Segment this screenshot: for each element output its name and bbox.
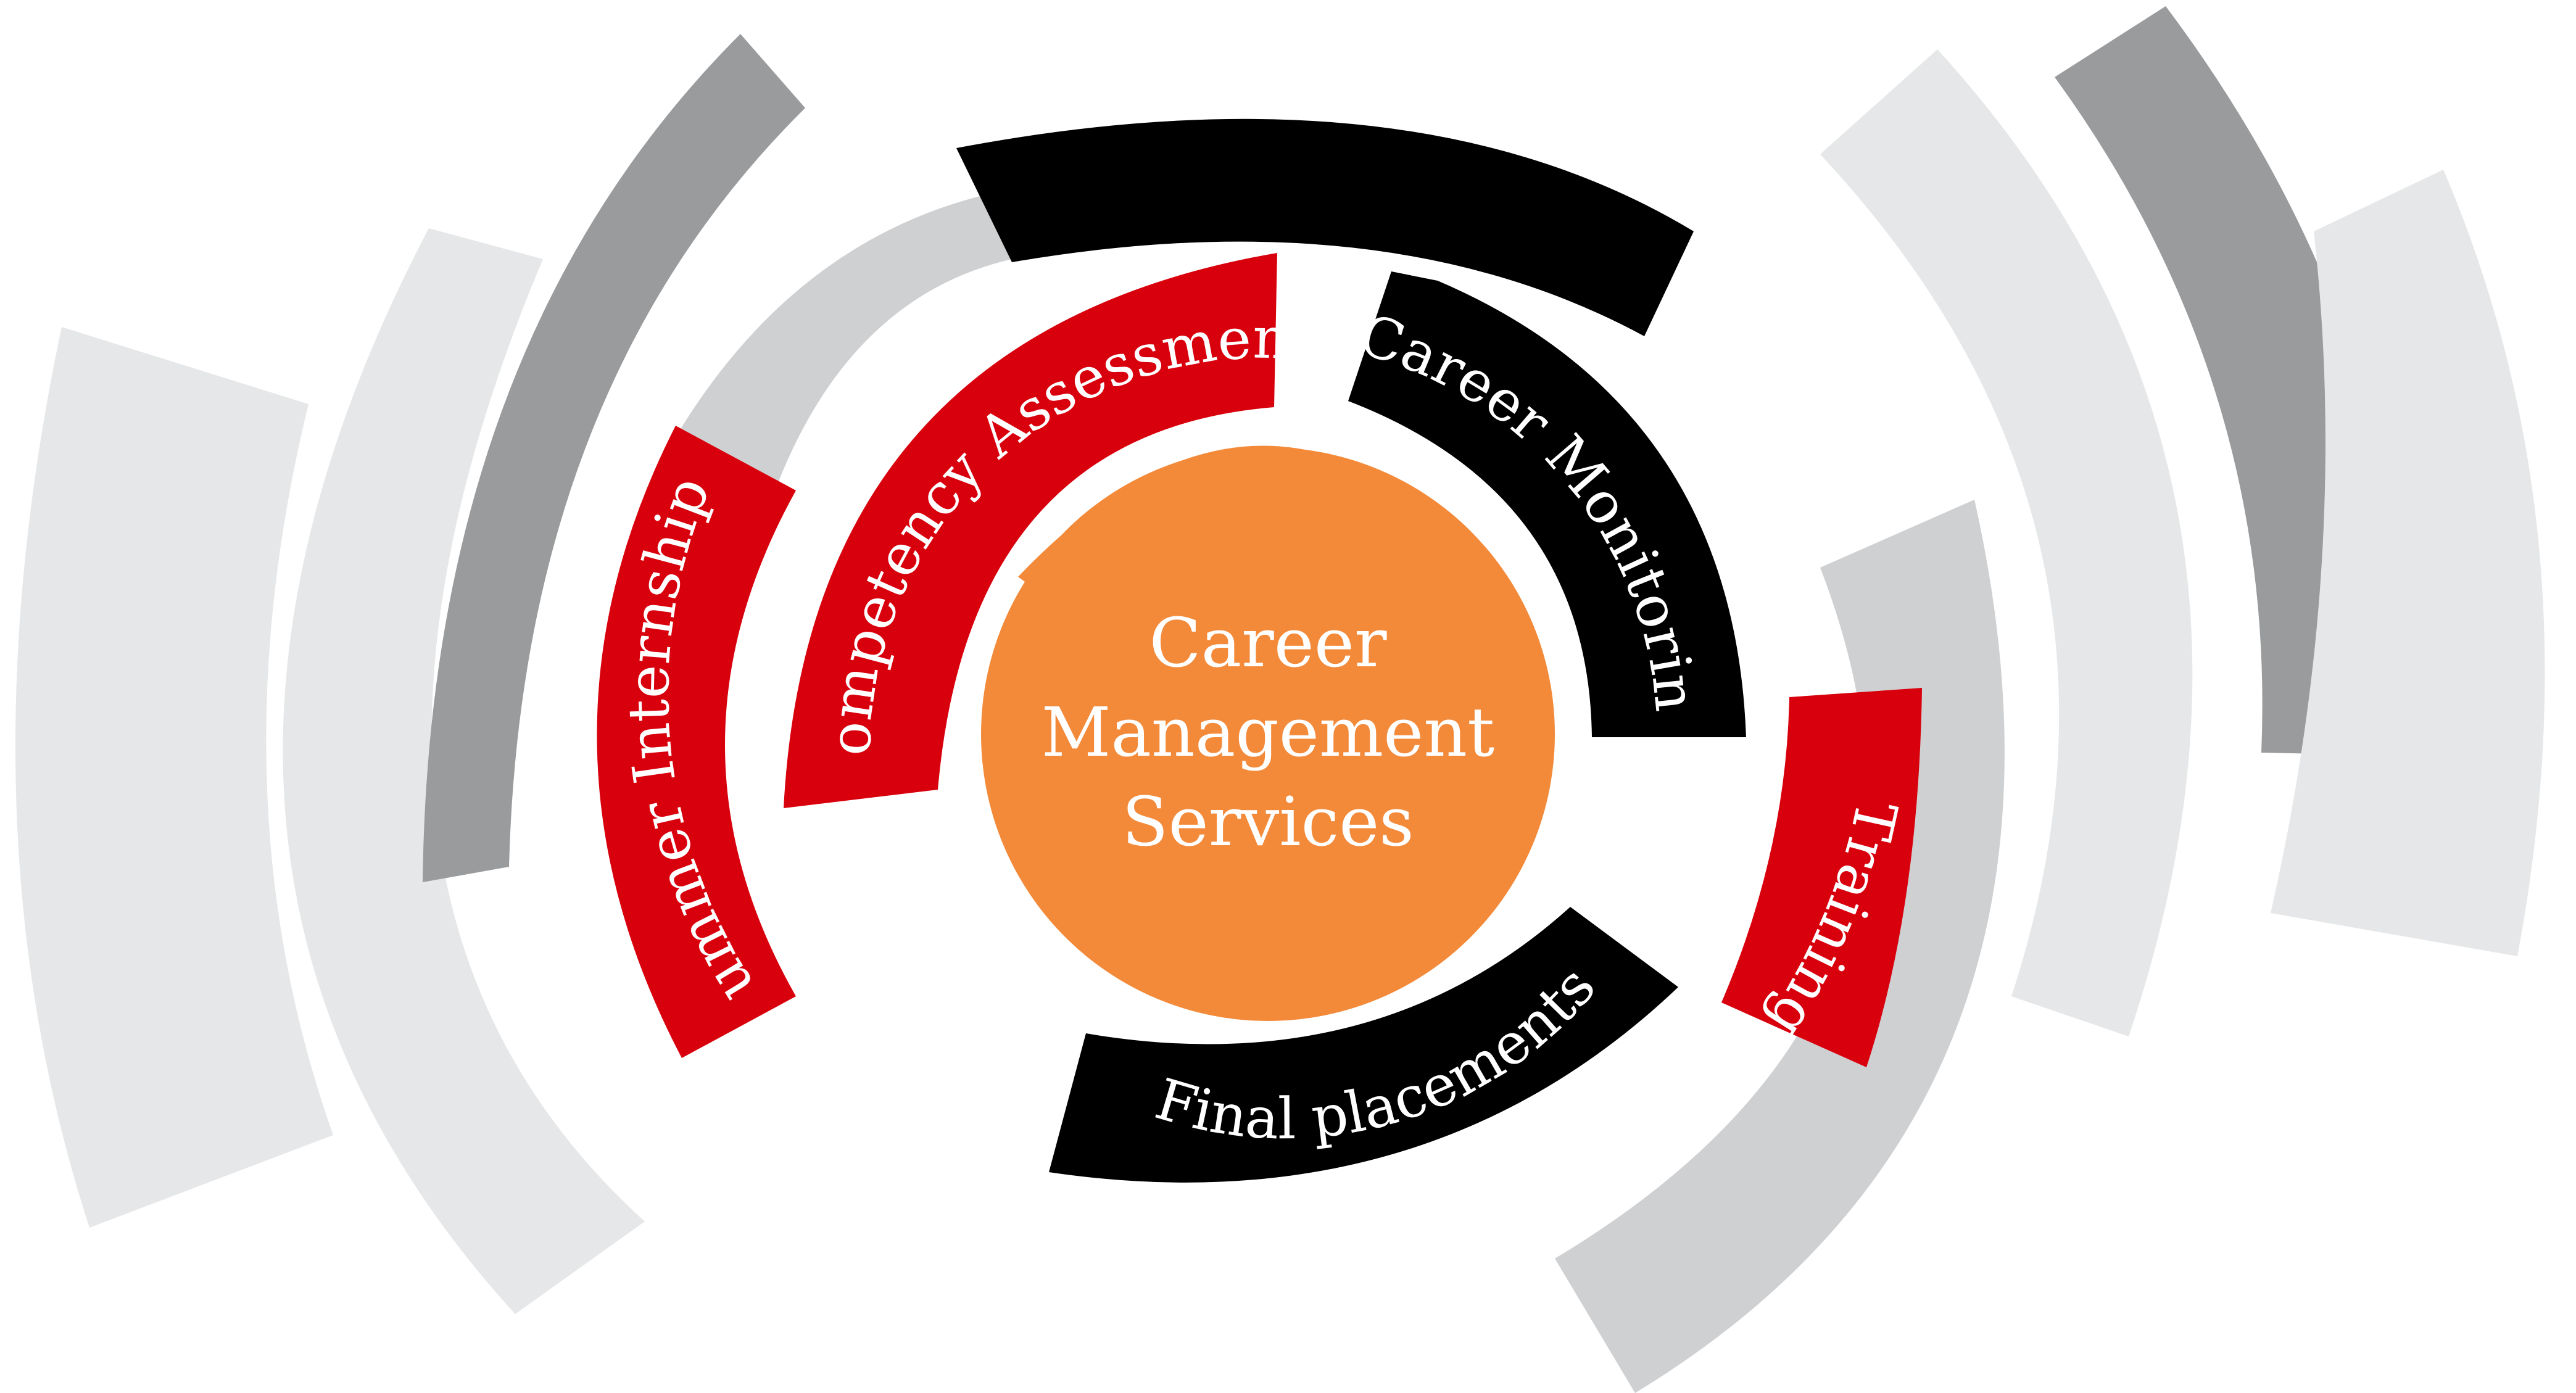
gray-arc-top-inner	[679, 194, 1012, 484]
segment-final-placements	[1049, 907, 1678, 1183]
gray-arc-right-outer	[2271, 170, 2545, 956]
gray-arc-left-mid	[283, 228, 645, 1314]
segment-career-monitoring	[1348, 271, 1746, 737]
label-skill-based-workshops: Skill Based Workshops	[963, 0, 1634, 131]
background-arcs	[15, 6, 2545, 1393]
segment-competency-assessment	[784, 253, 1277, 808]
center-hub: Career Management Services	[981, 445, 1555, 1021]
center-line-2: Management	[1042, 693, 1495, 772]
segments	[597, 118, 1922, 1183]
gray-arc-right-light	[1820, 49, 2193, 1036]
gray-arc-left-outer	[15, 327, 334, 1228]
segment-summer-internships	[597, 426, 796, 1058]
center-line-3: Services	[1122, 782, 1414, 861]
gray-arc-left-dark	[423, 34, 805, 882]
segment-skill-based-workshops	[956, 118, 1694, 336]
segment-training	[1721, 688, 1922, 1067]
center-circle	[981, 447, 1555, 1021]
center-line-1: Career	[1149, 603, 1387, 682]
